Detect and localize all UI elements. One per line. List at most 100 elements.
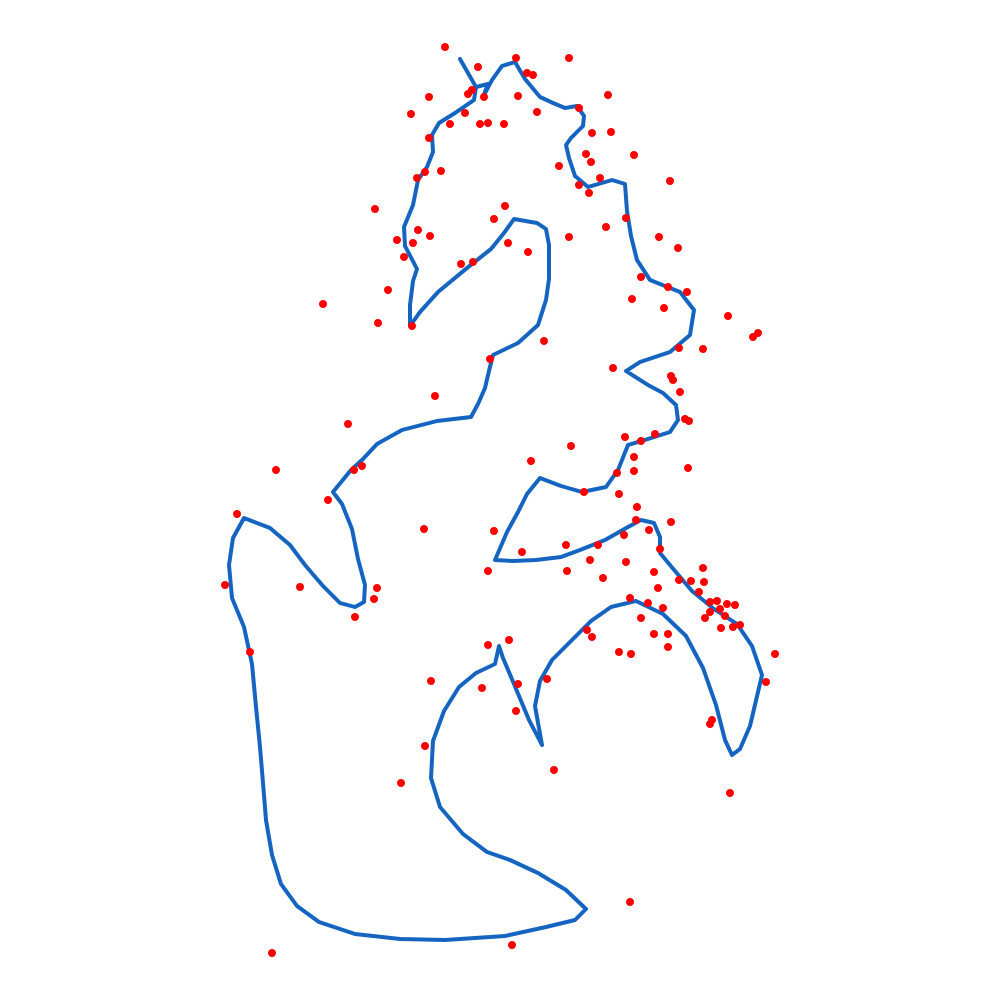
scatter-point bbox=[706, 598, 714, 606]
scatter-point bbox=[533, 108, 541, 116]
scatter-point bbox=[588, 633, 596, 641]
scatter-point bbox=[420, 525, 428, 533]
scatter-point bbox=[500, 120, 508, 128]
scatter-point bbox=[268, 949, 276, 957]
scatter-point bbox=[736, 621, 744, 629]
scatter-point bbox=[626, 898, 634, 906]
scatter-point bbox=[512, 707, 520, 715]
scatter-point bbox=[637, 273, 645, 281]
scatter-point bbox=[633, 503, 641, 511]
scatter-point bbox=[421, 742, 429, 750]
scatter-point bbox=[514, 680, 522, 688]
scatter-point bbox=[660, 304, 668, 312]
scatter-point bbox=[426, 232, 434, 240]
scatter-point bbox=[674, 244, 682, 252]
scatter-point bbox=[622, 558, 630, 566]
scatter-point bbox=[575, 181, 583, 189]
scatter-point bbox=[514, 92, 522, 100]
scatter-point bbox=[582, 150, 590, 158]
scatter-point bbox=[221, 581, 229, 589]
scatter-point bbox=[384, 286, 392, 294]
scatter-point bbox=[683, 288, 691, 296]
scatter-point bbox=[675, 344, 683, 352]
scatter-point bbox=[296, 583, 304, 591]
scatter-point bbox=[550, 766, 558, 774]
scatter-point bbox=[370, 595, 378, 603]
scatter-point bbox=[604, 91, 612, 99]
scatter-point bbox=[246, 648, 254, 656]
scatter-point bbox=[637, 614, 645, 622]
scatter-point bbox=[461, 109, 469, 117]
scatter-point bbox=[666, 177, 674, 185]
scatter-point bbox=[400, 253, 408, 261]
scatter-point bbox=[480, 93, 488, 101]
scatter-point bbox=[650, 568, 658, 576]
scatter-point bbox=[771, 650, 779, 658]
scatter-point bbox=[620, 531, 628, 539]
scatter-point bbox=[588, 129, 596, 137]
scatter-point bbox=[512, 54, 520, 62]
scatter-point bbox=[501, 202, 509, 210]
scatter-point bbox=[484, 567, 492, 575]
scatter-point bbox=[615, 490, 623, 498]
scatter-point bbox=[484, 641, 492, 649]
scatter-point bbox=[644, 599, 652, 607]
scatter-point bbox=[351, 613, 359, 621]
scatter-point bbox=[518, 548, 526, 556]
scatter-point bbox=[585, 189, 593, 197]
scatter-point bbox=[676, 388, 684, 396]
scatter-point bbox=[607, 128, 615, 136]
scatter-point bbox=[565, 233, 573, 241]
scatter-point bbox=[726, 789, 734, 797]
scatter-point bbox=[486, 355, 494, 363]
scatter-point bbox=[708, 716, 716, 724]
scatter-point bbox=[474, 63, 482, 71]
scatter-point bbox=[524, 248, 532, 256]
scatter-point bbox=[675, 576, 683, 584]
scatter-point bbox=[632, 516, 640, 524]
scatter-point bbox=[446, 120, 454, 128]
scatter-point bbox=[567, 442, 575, 450]
scatter-point bbox=[645, 526, 653, 534]
scatter-point bbox=[721, 612, 729, 620]
scatter-point bbox=[563, 567, 571, 575]
scatter-point bbox=[651, 430, 659, 438]
scatter-point bbox=[687, 577, 695, 585]
scatter-point bbox=[723, 600, 731, 608]
scatter-point bbox=[599, 574, 607, 582]
scatter-point bbox=[713, 597, 721, 605]
scatter-point bbox=[669, 376, 677, 384]
scatter-point bbox=[505, 636, 513, 644]
scatter-point bbox=[555, 162, 563, 170]
scatter-point bbox=[615, 648, 623, 656]
scatter-point bbox=[586, 556, 594, 564]
scatter-point bbox=[609, 364, 617, 372]
scatter-point bbox=[749, 333, 757, 341]
scatter-point bbox=[664, 283, 672, 291]
scatter-point bbox=[427, 677, 435, 685]
scatter-point bbox=[717, 624, 725, 632]
scatter-point bbox=[464, 90, 472, 98]
scatter-point bbox=[457, 260, 465, 268]
scatter-point bbox=[508, 941, 516, 949]
scatter-point bbox=[490, 215, 498, 223]
scatter-point bbox=[490, 527, 498, 535]
scatter-point bbox=[421, 168, 429, 176]
scatter-point bbox=[373, 584, 381, 592]
scatter-point bbox=[594, 541, 602, 549]
scatter-point bbox=[469, 258, 477, 266]
scatter-point bbox=[371, 205, 379, 213]
scatter-point bbox=[272, 466, 280, 474]
scatter-point bbox=[319, 300, 327, 308]
scatter-point bbox=[397, 779, 405, 787]
scatter-point bbox=[685, 417, 693, 425]
scatter-point bbox=[630, 467, 638, 475]
scatter-point bbox=[627, 650, 635, 658]
scatter-point bbox=[664, 630, 672, 638]
scatter-point bbox=[701, 614, 709, 622]
scatter-point bbox=[602, 223, 610, 231]
scatter-point bbox=[637, 437, 645, 445]
scatter-point bbox=[724, 312, 732, 320]
scatter-point bbox=[575, 104, 583, 112]
